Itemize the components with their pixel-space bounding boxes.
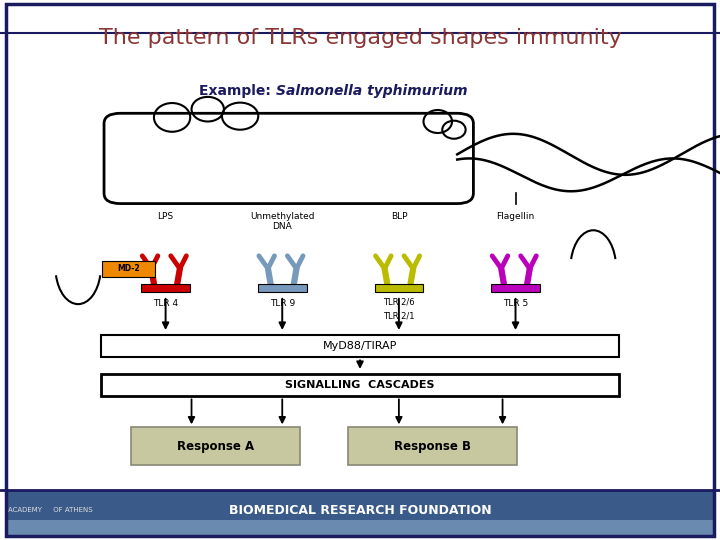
Bar <box>491 284 540 292</box>
Text: Example:: Example: <box>199 84 276 98</box>
Text: SIGNALLING  CASCADES: SIGNALLING CASCADES <box>285 380 435 390</box>
Bar <box>141 284 190 292</box>
Text: MyD88/TIRAP: MyD88/TIRAP <box>323 341 397 351</box>
Text: TLR 2/1: TLR 2/1 <box>383 312 415 321</box>
Text: Salmonella typhimurium: Salmonella typhimurium <box>276 84 467 98</box>
Bar <box>101 335 619 357</box>
Text: BIOMEDICAL RESEARCH FOUNDATION: BIOMEDICAL RESEARCH FOUNDATION <box>229 504 491 517</box>
FancyBboxPatch shape <box>102 261 155 276</box>
FancyBboxPatch shape <box>348 427 518 465</box>
Bar <box>6 490 714 536</box>
Text: MD-2: MD-2 <box>117 265 140 273</box>
Text: ACADEMY     OF ATHENS: ACADEMY OF ATHENS <box>8 508 93 514</box>
Bar <box>6 519 714 536</box>
Text: Flagellin: Flagellin <box>496 212 535 221</box>
Bar <box>374 284 423 292</box>
Text: TLR 9: TLR 9 <box>269 299 295 308</box>
Text: BLP: BLP <box>391 212 407 221</box>
Text: LPS: LPS <box>158 212 174 221</box>
Text: Response B: Response B <box>395 440 472 453</box>
Bar <box>258 284 307 292</box>
Bar <box>101 374 619 396</box>
FancyBboxPatch shape <box>131 427 300 465</box>
Text: The pattern of TLRs engaged shapes immunity: The pattern of TLRs engaged shapes immun… <box>99 28 621 48</box>
Text: TLR 4: TLR 4 <box>153 299 178 308</box>
Text: TLR 2/6: TLR 2/6 <box>383 298 415 307</box>
FancyBboxPatch shape <box>104 113 474 204</box>
Text: Response A: Response A <box>177 440 254 453</box>
Text: Unmethylated
DNA: Unmethylated DNA <box>250 212 315 231</box>
Text: TLR 5: TLR 5 <box>503 299 528 308</box>
